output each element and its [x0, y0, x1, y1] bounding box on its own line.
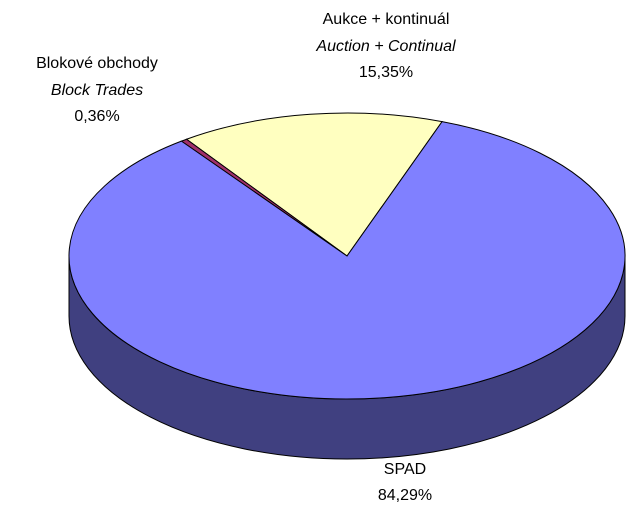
value-label: 84,29%	[378, 487, 432, 504]
slice	[68, 121, 626, 400]
value-label: 15,35%	[359, 64, 413, 81]
slice-label: Blokové obchody	[36, 55, 158, 72]
value-label: 0,36%	[74, 108, 119, 125]
slice-label: SPAD	[384, 461, 426, 478]
slice-label: Aukce + kontinuál	[323, 11, 450, 28]
slice-label-en: Auction + Continual	[315, 38, 456, 55]
slice	[185, 112, 443, 257]
slice-label-en: Block Trades	[51, 82, 143, 99]
